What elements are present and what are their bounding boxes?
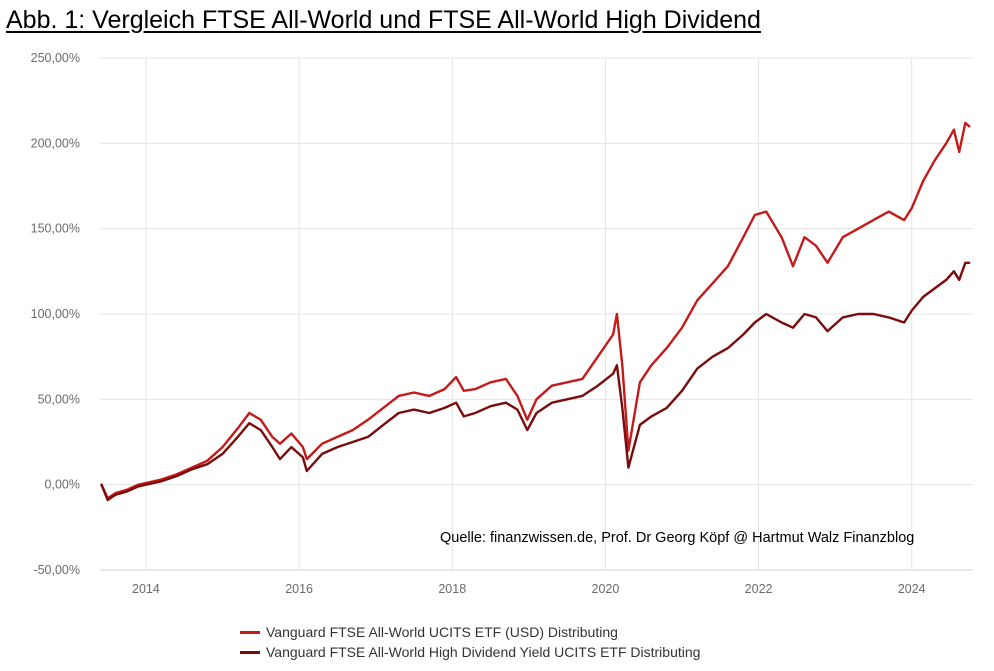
y-tick-label: 100,00% — [31, 307, 80, 321]
x-tick-label: 2022 — [745, 582, 773, 596]
series-line-all-world — [100, 121, 971, 500]
page-title: Abb. 1: Vergleich FTSE All-World und FTS… — [6, 6, 761, 34]
x-tick-label: 2024 — [898, 582, 926, 596]
x-tick-label: 2018 — [438, 582, 466, 596]
chart-legend: Vanguard FTSE All-World UCITS ETF (USD) … — [240, 622, 700, 662]
y-axis-ticks: -50,00% 0,00% 50,00% 100,00% 150,00% 200,00% 2… — [31, 51, 80, 577]
y-tick-label: -50,00% — [33, 563, 80, 577]
y-tick-label: 200,00% — [31, 136, 80, 150]
legend-item-all-world[interactable]: Vanguard FTSE All-World UCITS ETF (USD) … — [240, 622, 700, 642]
legend-label-all-world: Vanguard FTSE All-World UCITS ETF (USD) … — [266, 624, 618, 640]
x-axis-ticks: 2014 2016 2018 2020 2022 2024 — [132, 582, 926, 596]
source-note: Quelle: finanzwissen.de, Prof. Dr Georg … — [440, 530, 915, 546]
x-tick-label: 2020 — [592, 582, 620, 596]
x-tick-label: 2014 — [132, 582, 160, 596]
x-tick-label: 2016 — [285, 582, 313, 596]
y-tick-label: 0,00% — [45, 478, 80, 492]
legend-swatch-all-world — [240, 630, 260, 634]
legend-swatch-high-dividend — [240, 650, 260, 654]
chart-series — [100, 121, 971, 502]
y-tick-label: 50,00% — [38, 392, 80, 406]
y-tick-label: 250,00% — [31, 51, 80, 65]
line-chart: -50,00% 0,00% 50,00% 100,00% 150,00% 200,00% 2… — [31, 51, 973, 596]
y-tick-label: 150,00% — [31, 222, 80, 236]
legend-item-high-dividend[interactable]: Vanguard FTSE All-World High Dividend Yi… — [240, 642, 700, 662]
series-line-high-dividend — [100, 261, 971, 502]
legend-label-high-dividend: Vanguard FTSE All-World High Dividend Yi… — [266, 644, 701, 660]
